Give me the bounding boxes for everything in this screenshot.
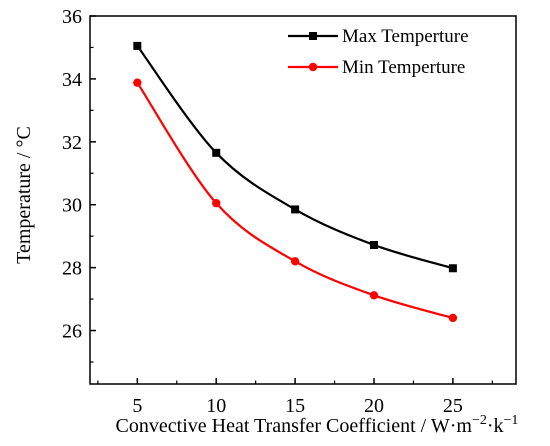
x-tick-label: 20 xyxy=(364,395,384,417)
legend-label: Min Temperture xyxy=(342,57,465,78)
data-point xyxy=(133,78,142,87)
data-point xyxy=(133,41,142,50)
x-tick-label: 25 xyxy=(443,395,463,417)
series-layer xyxy=(133,41,458,323)
y-axis-title: Temperature / °C xyxy=(13,126,35,264)
plot-area-border xyxy=(89,15,517,385)
y-tick-label: 30 xyxy=(62,195,82,217)
x-tick-label: 5 xyxy=(132,395,142,417)
y-tick-label: 34 xyxy=(62,69,82,91)
data-point xyxy=(369,291,379,300)
data-point xyxy=(448,313,458,323)
series-min-temperture xyxy=(133,78,458,323)
data-point xyxy=(212,148,221,157)
axes-frame xyxy=(89,15,517,385)
series-line xyxy=(136,82,454,320)
x-axis-ticks: 5 10 15 20 25 xyxy=(97,378,493,417)
data-point xyxy=(291,205,300,214)
y-axis-ticks: 26 28 30 32 34 36 xyxy=(62,6,96,363)
x-tick-label: 10 xyxy=(206,395,226,417)
legend-marker xyxy=(308,62,318,72)
data-point xyxy=(448,264,457,273)
x-tick-label: 15 xyxy=(285,395,305,417)
series-max-temperture xyxy=(133,41,457,273)
x-axis-title: Convective Heat Transfer Coefficient / W… xyxy=(116,413,519,437)
y-tick-label: 28 xyxy=(62,258,82,280)
legend-marker xyxy=(309,32,317,40)
data-point xyxy=(370,240,378,249)
legend-item: Max Temperture xyxy=(288,26,469,47)
data-point xyxy=(290,257,300,266)
series-line xyxy=(136,45,454,270)
data-point xyxy=(212,198,221,208)
y-tick-label: 26 xyxy=(62,321,82,343)
legend-item: Min Temperture xyxy=(288,57,465,78)
legend: Max Temperture Min Temperture xyxy=(288,26,469,78)
y-tick-label: 36 xyxy=(62,6,82,28)
legend-label: Max Temperture xyxy=(342,26,469,47)
y-tick-label: 32 xyxy=(62,132,82,154)
